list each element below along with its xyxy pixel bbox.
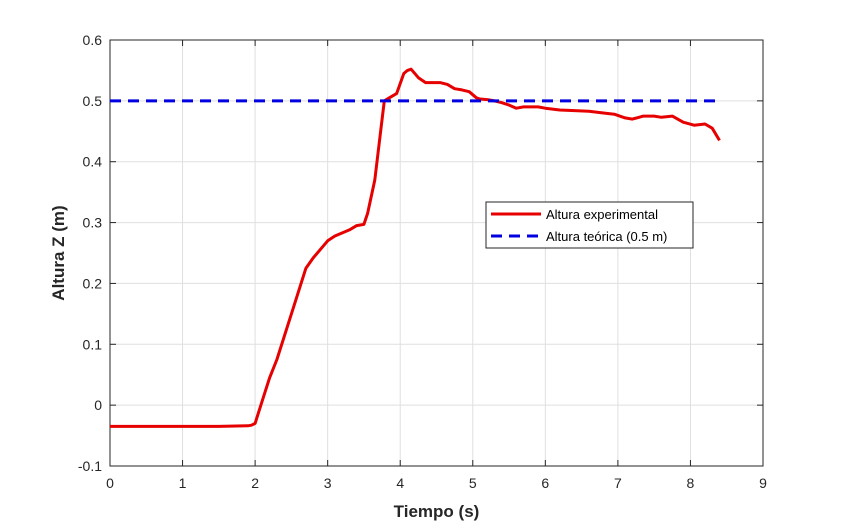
y-tick-label: -0.1 [78,458,102,474]
x-tick-label: 1 [179,475,187,491]
y-tick-label: 0 [94,397,102,413]
y-tick-label: 0.5 [83,93,103,109]
legend-label-theoretical: Altura teórica (0.5 m) [546,229,667,244]
legend-label-experimental: Altura experimental [546,207,658,222]
y-tick-label: 0.6 [83,32,103,48]
y-tick-label: 0.2 [83,275,103,291]
x-tick-label: 8 [687,475,695,491]
series-line-experimental [110,67,721,428]
x-tick-label: 4 [396,475,404,491]
x-tick-label: 2 [251,475,259,491]
series-group [110,67,721,428]
x-tick-label: 0 [106,475,114,491]
x-tick-label: 5 [469,475,477,491]
legend-box [485,201,694,249]
x-tick-label: 7 [614,475,622,491]
legend: Altura experimental Altura teórica (0.5 … [485,201,694,249]
x-tick-label: 3 [324,475,332,491]
tick-marks [109,39,764,467]
y-tick-label: 0.4 [83,154,103,170]
x-axis-label: Tiempo (s) [394,502,480,521]
grid-lines [109,39,764,467]
y-tick-label: 0.1 [83,336,103,352]
x-tick-labels: 0 1 2 3 4 5 6 7 8 9 [106,475,767,491]
plot-area [109,39,764,467]
y-tick-labels: -0.1 0 0.1 0.2 0.3 0.4 0.5 0.6 [78,32,102,474]
y-tick-label: 0.3 [83,215,103,231]
x-tick-label: 6 [541,475,549,491]
y-axis-label: Altura Z (m) [49,205,68,300]
x-tick-label: 9 [759,475,767,491]
